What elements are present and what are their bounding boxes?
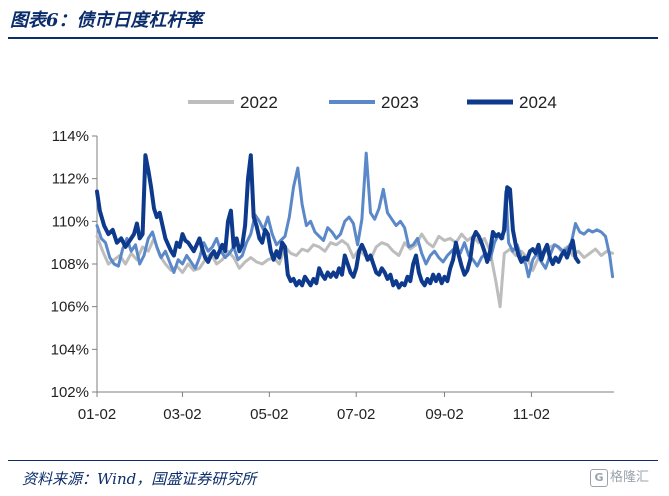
- footer-divider: [8, 460, 658, 461]
- watermark-text: 格隆汇: [610, 470, 650, 485]
- y-tick-label: 110%: [52, 213, 89, 230]
- x-tick-label: 11-02: [513, 406, 550, 423]
- y-tick-label: 108%: [51, 256, 89, 273]
- legend-label-2023: 2023: [381, 93, 419, 112]
- legend-label-2024: 2024: [519, 93, 557, 112]
- x-tick-label: 01-02: [78, 406, 116, 423]
- y-tick-label: 102%: [51, 384, 89, 401]
- line-chart: 2022 2023 2024 102% 104% 106% 108% 110% 112% 114…: [51, 93, 615, 423]
- y-tick-label: 112%: [52, 171, 89, 188]
- watermark: G 格隆汇: [590, 466, 649, 487]
- series-line-2023: [95, 151, 615, 279]
- y-tick-label: 114%: [52, 128, 89, 145]
- x-tick-label: 03-02: [163, 406, 201, 423]
- x-axis: 01-02 03-02 05-02 07-02 09-02 11-02: [78, 391, 614, 423]
- legend: 2022 2023 2024: [188, 93, 557, 112]
- watermark-logo-icon: G: [590, 468, 608, 487]
- x-tick-label: 09-02: [425, 406, 463, 423]
- page-title: 图表6：债市日度杠杆率: [10, 10, 203, 31]
- y-tick-label: 106%: [51, 299, 89, 316]
- x-tick-label: 07-02: [337, 406, 375, 423]
- x-tick-label: 05-02: [250, 406, 288, 423]
- series-line-2024: [95, 153, 581, 290]
- y-axis: 102% 104% 106% 108% 110% 112% 114%: [51, 128, 98, 401]
- y-tick-label: 104%: [51, 341, 89, 358]
- source-note: 资料来源：Wind，国盛证券研究所: [22, 470, 257, 488]
- header-divider: [8, 37, 658, 39]
- plot-area: [95, 151, 615, 309]
- legend-label-2022: 2022: [240, 93, 278, 112]
